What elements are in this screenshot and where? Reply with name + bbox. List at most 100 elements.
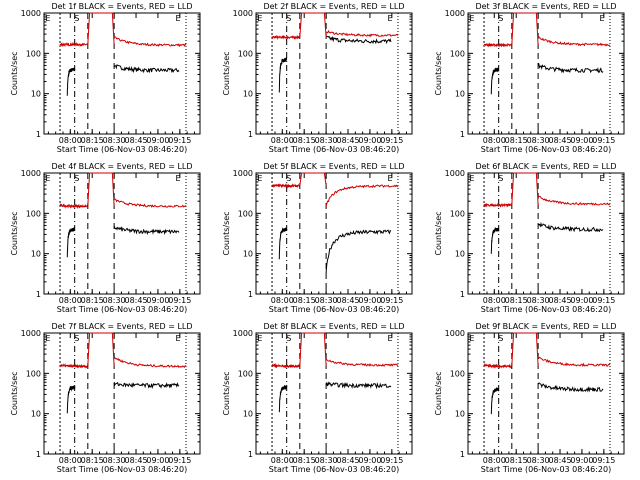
marker-e-start: E (45, 174, 50, 183)
lld-series-line (271, 34, 301, 41)
x-tick-label: 08:30 (315, 456, 338, 465)
x-tick-label: 08:30 (315, 136, 338, 145)
x-tick-label: 08:15 (505, 296, 528, 305)
marker-s: S (498, 174, 503, 183)
detector-panel: Det 3f BLACK = Events, RED = LLD 1 10 100 10… (434, 2, 625, 154)
marker-s: S (498, 14, 503, 23)
y-tick-label: 10 (31, 250, 41, 259)
marker-e-start: E (257, 334, 262, 343)
x-tick-label: 08:00 (59, 136, 82, 145)
lld-series-line (113, 198, 187, 208)
y-tick-label: 100 (26, 209, 41, 218)
y-axis-label: Counts/sec (434, 211, 443, 255)
lld-series-line (483, 362, 513, 369)
marker-e-end: E (175, 14, 180, 23)
detector-panel: Det 7f BLACK = Events, RED = LLD 1 10 100 10… (10, 322, 201, 474)
lld-saturation-line (299, 12, 327, 38)
x-tick-label: 08:00 (483, 456, 506, 465)
x-tick-label: 09:00 (146, 296, 169, 305)
y-tick-label: 1 (460, 130, 465, 139)
marker-e-start: E (469, 14, 474, 23)
y-tick-label: 1000 (21, 329, 41, 338)
panel-title: Det 8f BLACK = Events, RED = LLD (263, 322, 404, 331)
marker-e-end: E (387, 334, 392, 343)
x-tick-label: 08:15 (505, 136, 528, 145)
lld-saturation-line (511, 172, 539, 206)
x-tick-label: 09:00 (358, 296, 381, 305)
y-tick-label: 10 (455, 90, 465, 99)
marker-e-start: E (45, 334, 50, 343)
y-tick-label: 1000 (445, 169, 465, 178)
x-axis-label: Start Time (06-Nov-03 08:46:20) (57, 465, 187, 474)
x-tick-label: 08:15 (81, 296, 104, 305)
x-tick-label: 08:15 (293, 136, 316, 145)
x-axis-label: Start Time (06-Nov-03 08:46:20) (481, 305, 611, 314)
x-axis-label: Start Time (06-Nov-03 08:46:20) (57, 305, 187, 314)
plot-frame (467, 172, 625, 295)
x-tick-label: 08:45 (548, 456, 571, 465)
x-tick-label: 08:30 (315, 296, 338, 305)
x-axis-label: Start Time (06-Nov-03 08:46:20) (481, 465, 611, 474)
marker-e-end: E (599, 14, 604, 23)
x-axis-label: Start Time (06-Nov-03 08:46:20) (481, 145, 611, 154)
lld-saturation-line (299, 332, 327, 367)
panel-title: Det 3f BLACK = Events, RED = LLD (475, 2, 616, 11)
lld-series-line (59, 362, 89, 369)
marker-e-end: E (175, 174, 180, 183)
plot-frame (255, 332, 413, 455)
events-series-line (66, 227, 76, 258)
y-tick-label: 1 (36, 290, 41, 299)
x-tick-label: 09:00 (358, 456, 381, 465)
marker-s: S (74, 334, 79, 343)
x-tick-label: 08:15 (293, 296, 316, 305)
lld-saturation-line (511, 332, 539, 367)
panel-title: Det 4f BLACK = Events, RED = LLD (51, 162, 192, 171)
events-series-line (490, 67, 500, 95)
x-tick-label: 08:45 (336, 296, 359, 305)
detector-panel: Det 8f BLACK = Events, RED = LLD 1 10 100 10… (222, 322, 413, 474)
x-tick-label: 08:15 (505, 456, 528, 465)
x-tick-label: 09:00 (570, 136, 593, 145)
y-tick-label: 1000 (21, 9, 41, 18)
x-tick-label: 09:15 (168, 136, 191, 145)
panel-title: Det 7f BLACK = Events, RED = LLD (51, 322, 192, 331)
lld-saturation-line (87, 12, 115, 45)
marker-e-end: E (599, 174, 604, 183)
x-tick-label: 08:30 (527, 136, 550, 145)
x-tick-label: 08:00 (271, 456, 294, 465)
y-tick-label: 1000 (233, 9, 253, 18)
x-tick-label: 09:00 (570, 296, 593, 305)
y-tick-label: 100 (26, 369, 41, 378)
y-tick-label: 10 (243, 90, 253, 99)
y-tick-label: 1000 (445, 9, 465, 18)
panel-title: Det 2f BLACK = Events, RED = LLD (263, 2, 404, 11)
y-axis-label: Counts/sec (10, 371, 19, 415)
x-tick-label: 09:15 (380, 296, 403, 305)
x-tick-label: 08:45 (548, 136, 571, 145)
x-tick-label: 08:00 (271, 296, 294, 305)
x-tick-label: 08:45 (548, 296, 571, 305)
x-tick-label: 08:30 (527, 456, 550, 465)
events-series-line (325, 35, 392, 45)
events-series-line (325, 381, 392, 390)
plot-frame (255, 12, 413, 135)
y-tick-label: 10 (31, 90, 41, 99)
y-tick-label: 1000 (21, 169, 41, 178)
lld-series-line (59, 203, 89, 210)
marker-e-start: E (469, 174, 474, 183)
lld-saturation-line (87, 172, 115, 207)
y-axis-label: Counts/sec (434, 51, 443, 95)
panel-title: Det 9f BLACK = Events, RED = LLD (475, 322, 616, 331)
y-axis-label: Counts/sec (222, 371, 231, 415)
lld-series-line (483, 202, 513, 208)
x-tick-label: 08:45 (124, 456, 147, 465)
y-tick-label: 1 (460, 290, 465, 299)
x-tick-label: 08:45 (124, 296, 147, 305)
plot-frame (467, 332, 625, 455)
events-series-line (490, 226, 500, 254)
y-tick-label: 1000 (233, 169, 253, 178)
lld-saturation-line (87, 332, 115, 367)
events-series-line (113, 225, 180, 236)
lld-series-line (59, 41, 89, 48)
x-axis-label: Start Time (06-Nov-03 08:46:20) (57, 145, 187, 154)
